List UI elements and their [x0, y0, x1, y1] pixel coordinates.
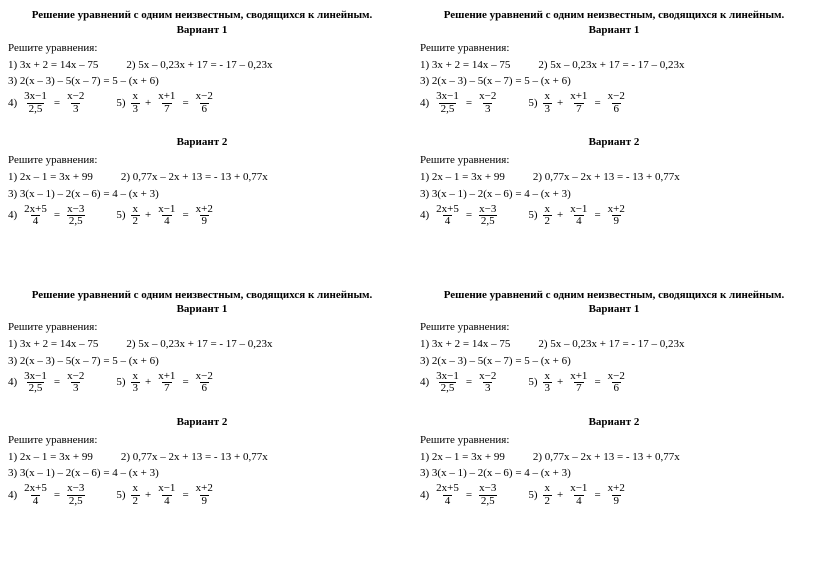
v2-q4: 4) 2x+54 = x−32,5 [420, 483, 500, 507]
v2-q3: 3) 3(x – 1) – 2(x – 6) = 4 – (x + 3) [8, 466, 159, 481]
v2-q3: 3) 3(x – 1) – 2(x – 6) = 4 – (x + 3) [8, 187, 159, 202]
v1-q3: 3) 2(x – 3) – 5(x – 7) = 5 – (x + 6) [420, 74, 571, 89]
variant-1-label: Вариант 1 [8, 23, 396, 38]
prompt: Решите уравнения: [420, 153, 808, 168]
v1-q2: 2) 5x – 0,23x + 17 = - 17 – 0,23x [538, 337, 684, 352]
v2-q4: 4) 2x+54 = x−32,5 [8, 204, 88, 228]
v2-q5: 5) x2 + x−14 = x+29 [528, 483, 629, 507]
main-title: Решение уравнений с одним неизвестным, с… [420, 8, 808, 23]
v1-q1: 1) 3x + 2 = 14x – 75 [420, 58, 510, 73]
v2-q1: 1) 2x – 1 = 3x + 99 [420, 170, 505, 185]
v2-q4: 4) 2x+54 = x−32,5 [420, 204, 500, 228]
v1-q2: 2) 5x – 0,23x + 17 = - 17 – 0,23x [538, 58, 684, 73]
v1-q5: 5) x3 + x+17 = x−26 [528, 91, 629, 115]
main-title: Решение уравнений с одним неизвестным, с… [8, 288, 396, 303]
v1-q2: 2) 5x – 0,23x + 17 = - 17 – 0,23x [126, 337, 272, 352]
main-title: Решение уравнений с одним неизвестным, с… [8, 8, 396, 23]
v2-q1: 1) 2x – 1 = 3x + 99 [8, 450, 93, 465]
v2-q3: 3) 3(x – 1) – 2(x – 6) = 4 – (x + 3) [420, 466, 571, 481]
v2-q3: 3) 3(x – 1) – 2(x – 6) = 4 – (x + 3) [420, 187, 571, 202]
prompt: Решите уравнения: [8, 41, 396, 56]
prompt: Решите уравнения: [420, 320, 808, 335]
worksheet-block: Решение уравнений с одним неизвестным, с… [420, 288, 808, 556]
v2-q2: 2) 0,77x – 2x + 13 = - 13 + 0,77x [121, 170, 268, 185]
v1-q5: 5) x3 + x+17 = x−26 [116, 371, 217, 395]
prompt: Решите уравнения: [8, 153, 396, 168]
v2-q2: 2) 0,77x – 2x + 13 = - 13 + 0,77x [533, 170, 680, 185]
v2-q5: 5) x2 + x−14 = x+29 [528, 204, 629, 228]
v1-q1: 1) 3x + 2 = 14x – 75 [420, 337, 510, 352]
prompt: Решите уравнения: [420, 433, 808, 448]
v2-q1: 1) 2x – 1 = 3x + 99 [8, 170, 93, 185]
v1-q5: 5) x3 + x+17 = x−26 [528, 371, 629, 395]
v1-q3: 3) 2(x – 3) – 5(x – 7) = 5 – (x + 6) [420, 354, 571, 369]
main-title: Решение уравнений с одним неизвестным, с… [420, 288, 808, 303]
variant-1-label: Вариант 1 [420, 302, 808, 317]
worksheet-grid: Решение уравнений с одним неизвестным, с… [8, 8, 808, 555]
v2-q5: 5) x2 + x−14 = x+29 [116, 483, 217, 507]
v2-q4: 4) 2x+54 = x−32,5 [8, 483, 88, 507]
variant-2-label: Вариант 2 [8, 135, 396, 150]
prompt: Решите уравнения: [8, 433, 396, 448]
variant-1-label: Вариант 1 [8, 302, 396, 317]
v1-q3: 3) 2(x – 3) – 5(x – 7) = 5 – (x + 6) [8, 74, 159, 89]
prompt: Решите уравнения: [8, 320, 396, 335]
v2-q2: 2) 0,77x – 2x + 13 = - 13 + 0,77x [121, 450, 268, 465]
v1-q1: 1) 3x + 2 = 14x – 75 [8, 337, 98, 352]
v1-q1: 1) 3x + 2 = 14x – 75 [8, 58, 98, 73]
v2-q1: 1) 2x – 1 = 3x + 99 [420, 450, 505, 465]
variant-2-label: Вариант 2 [420, 415, 808, 430]
worksheet-block: Решение уравнений с одним неизвестным, с… [8, 288, 396, 556]
variant-2-label: Вариант 2 [8, 415, 396, 430]
v1-q4: 4) 3x−12,5 = x−23 [8, 91, 88, 115]
v2-q5: 5) x2 + x−14 = x+29 [116, 204, 217, 228]
v1-q5: 5) x3 + x+17 = x−26 [116, 91, 217, 115]
worksheet-block: Решение уравнений с одним неизвестным, с… [420, 8, 808, 276]
v2-q2: 2) 0,77x – 2x + 13 = - 13 + 0,77x [533, 450, 680, 465]
v1-q4: 4) 3x−12,5 = x−23 [420, 371, 500, 395]
worksheet-block: Решение уравнений с одним неизвестным, с… [8, 8, 396, 276]
v1-q4: 4) 3x−12,5 = x−23 [420, 91, 500, 115]
v1-q4: 4) 3x−12,5 = x−23 [8, 371, 88, 395]
prompt: Решите уравнения: [420, 41, 808, 56]
variant-1-label: Вариант 1 [420, 23, 808, 38]
variant-2-label: Вариант 2 [420, 135, 808, 150]
v1-q2: 2) 5x – 0,23x + 17 = - 17 – 0,23x [126, 58, 272, 73]
v1-q3: 3) 2(x – 3) – 5(x – 7) = 5 – (x + 6) [8, 354, 159, 369]
